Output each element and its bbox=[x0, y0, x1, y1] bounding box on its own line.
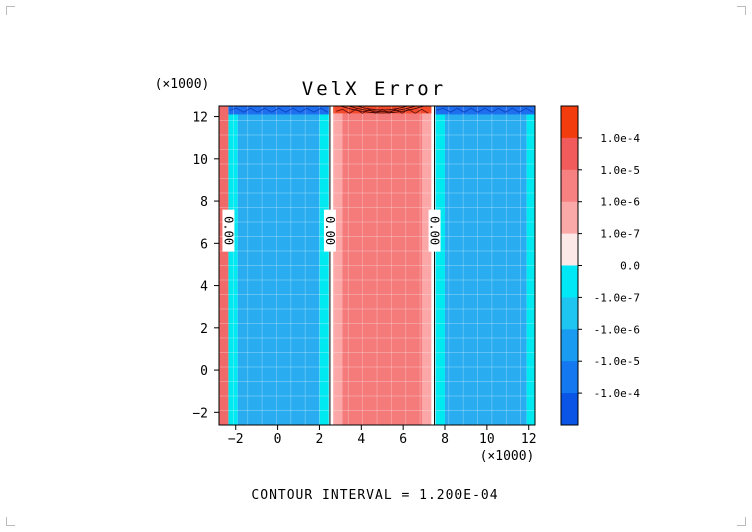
chart-title: VelX Error bbox=[302, 78, 446, 100]
x-axis: −2 0 2 4 6 8 10 12 bbox=[228, 425, 537, 447]
y-tick-label: 10 bbox=[192, 153, 208, 168]
y-tick-label: 0 bbox=[200, 364, 208, 379]
colorbar-label: -1.0e-7 bbox=[594, 291, 640, 304]
contour-band bbox=[342, 106, 422, 425]
colorbar-label: -1.0e-6 bbox=[594, 323, 640, 336]
colorbar-label: 1.0e-7 bbox=[600, 228, 640, 241]
contour-band bbox=[228, 106, 238, 425]
contour-label: 0.00 bbox=[428, 216, 442, 245]
colorbar-segment bbox=[561, 265, 578, 298]
y-axis-multiplier: (×1000) bbox=[155, 77, 210, 92]
x-tick-label: 6 bbox=[399, 432, 407, 447]
y-tick-label: −2 bbox=[192, 406, 208, 421]
contour-interval-note: CONTOUR INTERVAL = 1.200E-04 bbox=[251, 488, 498, 503]
grid-lines bbox=[219, 106, 535, 425]
contour-line-arc bbox=[348, 105, 416, 112]
contour-label-bg bbox=[222, 209, 235, 252]
contour-band bbox=[445, 106, 527, 425]
colorbar-segment bbox=[561, 169, 578, 203]
contour-line-arc bbox=[340, 105, 425, 114]
contour-label: 0.00 bbox=[323, 216, 337, 245]
contour-band-top bbox=[228, 106, 329, 115]
contour-line-top bbox=[336, 108, 429, 114]
x-tick-label: 12 bbox=[521, 432, 537, 447]
x-tick-label: 10 bbox=[479, 432, 495, 447]
x-axis-multiplier: (×1000) bbox=[480, 449, 535, 464]
colorbar-segment bbox=[561, 106, 578, 139]
colorbar-segment bbox=[561, 297, 578, 330]
contour-lines: 0.00 0.00 0.00 bbox=[221, 105, 534, 425]
contour-band bbox=[219, 106, 229, 425]
crop-mark-bottom-right bbox=[737, 517, 746, 526]
colorbar-label: 1.0e-4 bbox=[600, 132, 640, 145]
colorbar-segment bbox=[561, 393, 578, 426]
colorbar-label: -1.0e-4 bbox=[594, 387, 641, 400]
contour-band bbox=[333, 106, 343, 425]
crop-mark-top-right bbox=[737, 6, 746, 15]
contour-band bbox=[319, 106, 329, 425]
x-tick-label: 0 bbox=[274, 432, 282, 447]
colorbar-label: 1.0e-5 bbox=[600, 164, 640, 177]
colorbar-label: 1.0e-6 bbox=[600, 196, 640, 209]
colorbar-label: -1.0e-5 bbox=[594, 355, 640, 368]
y-axis: −2 0 2 4 6 8 10 12 bbox=[192, 111, 219, 421]
y-tick-label: 4 bbox=[200, 280, 208, 295]
contour-plot bbox=[219, 106, 535, 425]
contour-line-top bbox=[229, 107, 329, 113]
contour-band bbox=[431, 106, 436, 425]
y-tick-label: 12 bbox=[192, 111, 208, 126]
contour-band bbox=[237, 106, 320, 425]
colorbar: 1.0e-4 1.0e-5 1.0e-6 1.0e-7 0.0 -1.0e-7 -1.0e-… bbox=[560, 105, 641, 426]
colorbar-segment bbox=[561, 201, 578, 235]
contour-band bbox=[435, 106, 446, 425]
colorbar-segment bbox=[561, 233, 578, 266]
contour-band-top bbox=[435, 106, 535, 115]
x-tick-label: 8 bbox=[441, 432, 449, 447]
plot-frame bbox=[218, 105, 536, 426]
contour-line-arc bbox=[356, 105, 408, 111]
y-tick-label: 8 bbox=[200, 195, 208, 210]
contour-band bbox=[328, 106, 334, 425]
y-tick-label: 6 bbox=[200, 237, 208, 252]
colorbar-label: 0.0 bbox=[620, 260, 640, 273]
contour-band bbox=[421, 106, 432, 425]
colorbar-frame bbox=[560, 105, 579, 426]
y-tick-label: 2 bbox=[200, 322, 208, 337]
colorbar-segment bbox=[561, 137, 578, 171]
colorbar-segment bbox=[561, 329, 578, 362]
contour-line-top bbox=[436, 107, 534, 113]
colorbar-segment bbox=[561, 361, 578, 394]
x-tick-label: 4 bbox=[357, 432, 365, 447]
crop-mark-top-left bbox=[6, 6, 15, 15]
contour-band bbox=[526, 106, 535, 425]
crop-mark-bottom-left bbox=[6, 517, 15, 526]
contour-label: 0.00 bbox=[221, 216, 235, 245]
contour-label-bg bbox=[323, 209, 336, 252]
x-tick-label: 2 bbox=[316, 432, 324, 447]
contour-label-bg bbox=[428, 209, 441, 252]
x-tick-label: −2 bbox=[228, 432, 244, 447]
